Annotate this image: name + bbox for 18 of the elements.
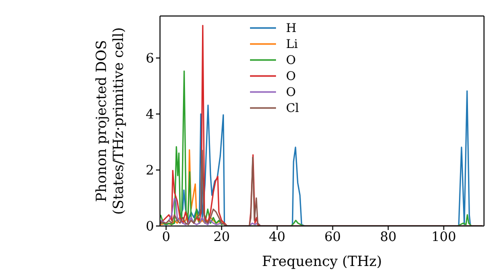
- y-tick-label: 4: [146, 108, 154, 123]
- legend-label: H: [286, 21, 296, 35]
- y-axis-title: Phonon projected DOS (States/THz·primitive cell): [94, 27, 127, 215]
- legend-label: Cl: [286, 101, 300, 115]
- y-tick-label: 2: [146, 164, 154, 179]
- legend-label: Li: [286, 37, 298, 51]
- y-tick-label: 6: [146, 52, 154, 67]
- x-tick-label: 80: [380, 230, 396, 246]
- legend-label: O: [286, 69, 296, 83]
- x-tick-label: 0: [162, 230, 170, 246]
- legend-label: O: [286, 53, 296, 67]
- legend-label: O: [286, 85, 296, 99]
- x-tick-label: 20: [213, 230, 230, 246]
- x-tick-label: 60: [324, 230, 341, 246]
- y-tick-label: 0: [146, 220, 154, 235]
- x-tick-label: 100: [431, 230, 456, 246]
- x-tick-label: 40: [268, 230, 286, 246]
- x-axis-title: Frequency (THz): [262, 254, 382, 270]
